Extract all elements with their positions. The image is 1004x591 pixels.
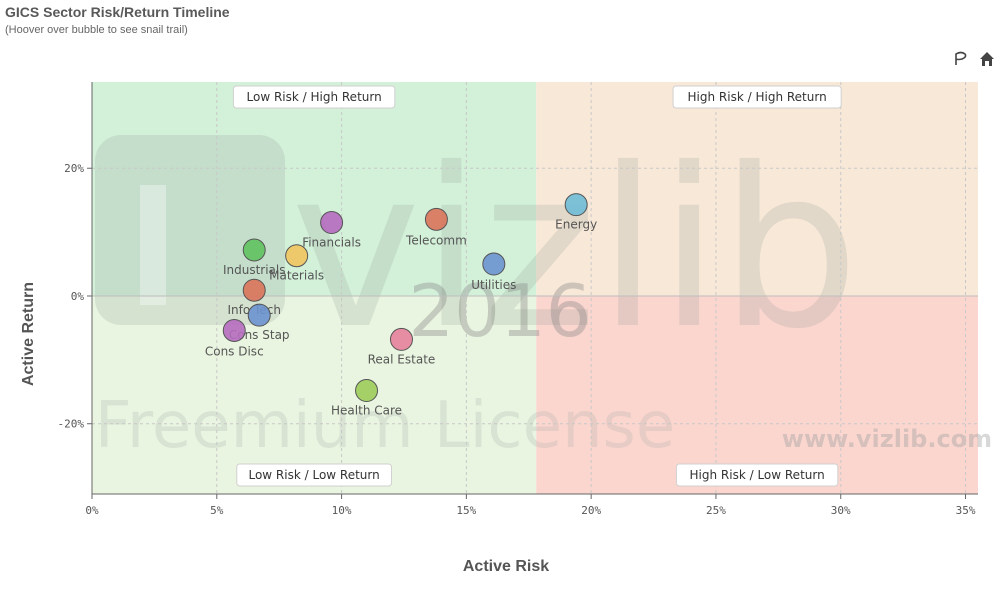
y-tick-label: 20% [64, 162, 84, 175]
quadrant-label: Low Risk / Low Return [236, 463, 392, 487]
bubble-marker[interactable] [389, 327, 413, 351]
bubble-label: Materials [269, 269, 324, 283]
bubble-label: Utilities [471, 278, 516, 292]
bubble-marker[interactable] [564, 193, 588, 217]
y-tick-label: -20% [58, 418, 85, 431]
bubble-marker[interactable] [222, 318, 246, 342]
quadrant-label-text: High Risk / High Return [688, 90, 827, 104]
home-icon[interactable] [978, 50, 996, 68]
bubble-label: Real Estate [368, 352, 436, 366]
chart-toolbar [952, 50, 996, 68]
bubble[interactable]: Utilities [471, 252, 516, 292]
bubble[interactable]: Telecomm [405, 207, 467, 247]
x-tick-label: 5% [210, 504, 224, 517]
bubble[interactable]: Cons Disc [205, 318, 264, 358]
page-title: GICS Sector Risk/Return Timeline [5, 4, 230, 20]
bubble-marker[interactable] [285, 244, 309, 268]
watermark-url: www.vizlib.com [782, 425, 992, 453]
watermark-brand: vizlib [291, 121, 860, 377]
quadrant-label: Low Risk / High Return [232, 85, 396, 109]
x-tick-label: 20% [581, 504, 601, 517]
watermark-logo-icon [95, 135, 285, 325]
axes: 0% 5% 10% 15% 20% 25% 30% 35% 20% 0% -20% [58, 82, 978, 517]
quadrant-label: High Risk / High Return [672, 85, 842, 109]
quadrant-label: High Risk / Low Return [675, 463, 839, 487]
x-tick-label: 25% [706, 504, 726, 517]
quadrant-labels: Low Risk / High Return High Risk / High R… [232, 85, 842, 487]
quadrant-label-text: Low Risk / High Return [247, 90, 382, 104]
watermark-license: Freemium License [95, 389, 675, 463]
bubbles: Energy Telecomm Financials Utilities Industr… [205, 193, 597, 418]
bubble-marker[interactable] [424, 207, 448, 231]
bubble-label: Cons Disc [205, 344, 264, 358]
bubble-label: Industrials [223, 263, 286, 277]
bubble[interactable]: Industrials [223, 238, 286, 277]
lasso-icon[interactable] [952, 50, 970, 68]
bubble-label: Health Care [331, 404, 402, 418]
x-tick-label: 30% [831, 504, 851, 517]
x-tick-label: 35% [956, 504, 976, 517]
x-axis-title: Active Risk [463, 558, 549, 575]
watermark-year: 2016 [408, 269, 591, 353]
bubble[interactable]: Energy [555, 193, 597, 232]
grid-lines [92, 82, 978, 494]
bubble-marker[interactable] [482, 252, 506, 276]
quadrant-label-text: Low Risk / Low Return [248, 468, 379, 482]
x-tick-label: 15% [456, 504, 476, 517]
y-axis-title: Active Return [20, 282, 37, 386]
page-subtitle: (Hoover over bubble to see snail trail) [5, 24, 188, 36]
bubble-label: Financials [302, 236, 361, 250]
quadrant-backgrounds [92, 82, 978, 494]
bubble[interactable]: Health Care [331, 379, 402, 418]
y-tick-label: 0% [71, 290, 85, 303]
quadrant-label-text: High Risk / Low Return [690, 468, 825, 482]
x-tick-label: 10% [332, 504, 352, 517]
quadrant-low-risk-low-return [92, 295, 537, 494]
bubble-label: Energy [555, 218, 597, 232]
bubble[interactable]: Financials [302, 211, 361, 250]
quadrant-low-risk-high-return [92, 82, 537, 296]
quadrant-high-risk-high-return [536, 82, 978, 296]
quadrant-high-risk-low-return [536, 295, 978, 494]
bubble-marker[interactable] [247, 303, 271, 327]
bubble-marker[interactable] [320, 211, 344, 235]
x-tick-label: 0% [85, 504, 99, 517]
bubble-marker[interactable] [242, 238, 266, 262]
watermark-logo-bar-icon [140, 185, 166, 305]
bubble[interactable]: Real Estate [368, 327, 436, 366]
bubble-label: Telecomm [405, 233, 467, 247]
bubble-marker[interactable] [242, 278, 266, 302]
bubble[interactable]: Materials [269, 244, 324, 283]
bubble-marker[interactable] [355, 379, 379, 403]
